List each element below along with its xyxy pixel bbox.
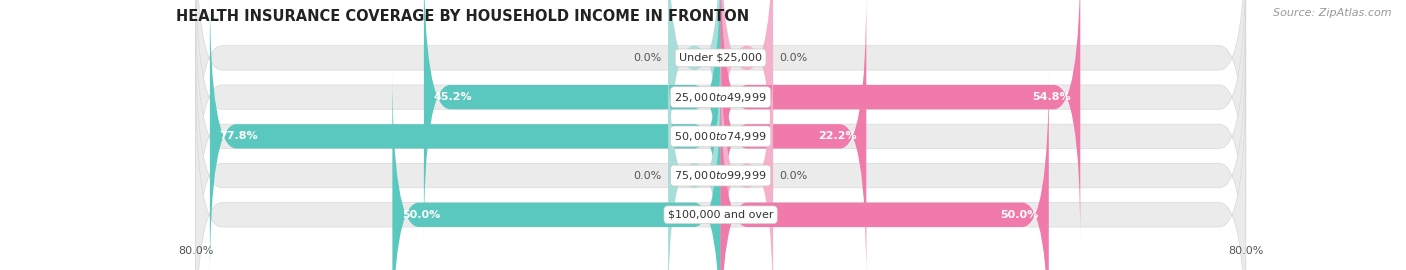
Text: HEALTH INSURANCE COVERAGE BY HOUSEHOLD INCOME IN FRONTON: HEALTH INSURANCE COVERAGE BY HOUSEHOLD I… [176,9,749,24]
Text: 50.0%: 50.0% [402,210,440,220]
FancyBboxPatch shape [392,70,721,270]
Text: Source: ZipAtlas.com: Source: ZipAtlas.com [1274,8,1392,18]
FancyBboxPatch shape [668,31,721,270]
FancyBboxPatch shape [721,0,1080,242]
FancyBboxPatch shape [195,0,1246,203]
Text: 45.2%: 45.2% [433,92,472,102]
FancyBboxPatch shape [721,70,1049,270]
Text: 0.0%: 0.0% [780,53,808,63]
Text: Under $25,000: Under $25,000 [679,53,762,63]
FancyBboxPatch shape [721,31,773,270]
Text: 50.0%: 50.0% [1001,210,1039,220]
FancyBboxPatch shape [721,0,866,270]
Text: 0.0%: 0.0% [780,171,808,181]
FancyBboxPatch shape [195,0,1246,270]
Text: 77.8%: 77.8% [219,131,259,141]
FancyBboxPatch shape [668,0,721,203]
Text: $100,000 and over: $100,000 and over [668,210,773,220]
Text: 0.0%: 0.0% [633,53,661,63]
FancyBboxPatch shape [209,0,721,270]
FancyBboxPatch shape [195,70,1246,270]
Text: $75,000 to $99,999: $75,000 to $99,999 [675,169,766,182]
FancyBboxPatch shape [423,0,721,242]
FancyBboxPatch shape [195,31,1246,270]
Text: 0.0%: 0.0% [633,171,661,181]
Text: $50,000 to $74,999: $50,000 to $74,999 [675,130,766,143]
FancyBboxPatch shape [721,0,773,203]
Text: 54.8%: 54.8% [1032,92,1070,102]
Text: $25,000 to $49,999: $25,000 to $49,999 [675,91,766,104]
Text: 22.2%: 22.2% [818,131,856,141]
FancyBboxPatch shape [195,0,1246,242]
